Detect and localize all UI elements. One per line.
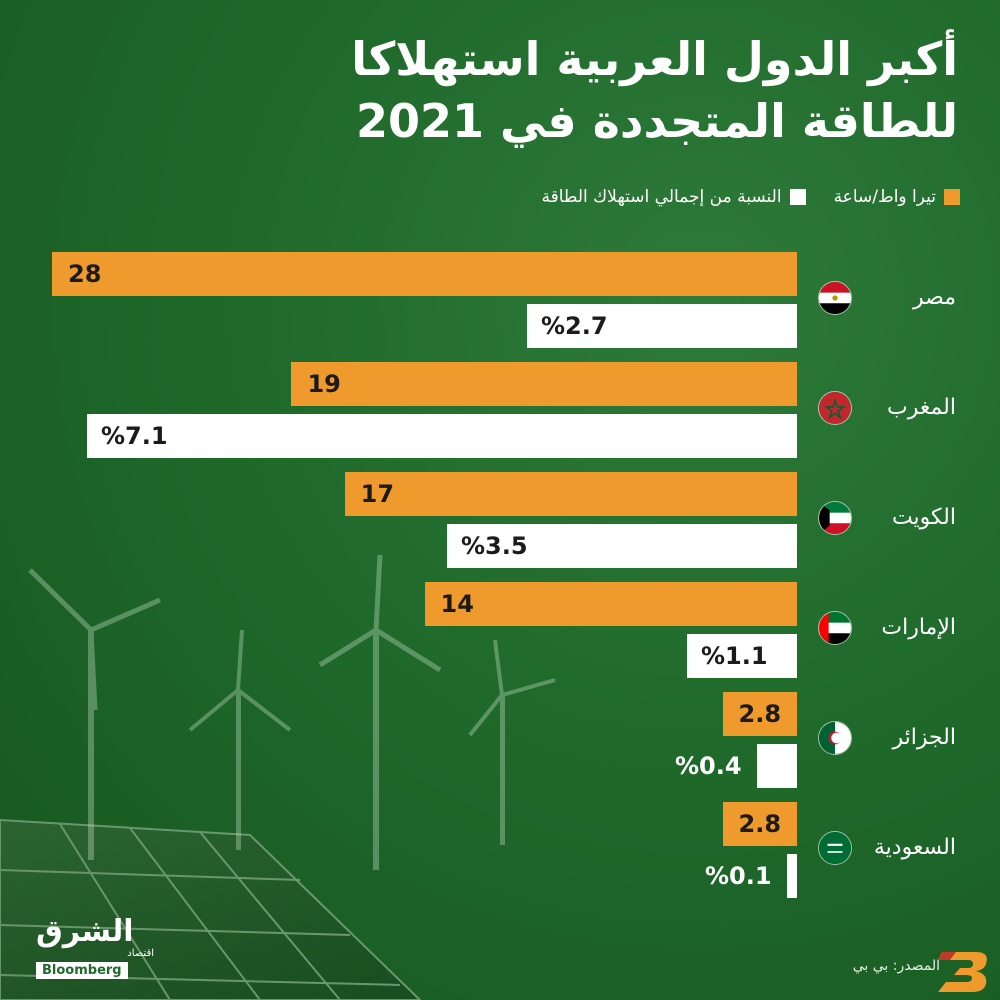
- bar-label-twh: 2.8: [738, 700, 782, 728]
- bar-twh: [722, 802, 797, 846]
- legend-label-twh: تيرا واط/ساعة: [833, 187, 936, 207]
- morocco-flag-icon: [818, 391, 852, 425]
- corner-badge-icon: [938, 952, 987, 992]
- egypt-flag-icon: [818, 281, 852, 315]
- bar-label-share: %1.1: [701, 642, 768, 670]
- bar-label-share: %0.1: [705, 862, 772, 890]
- bar-label-share: %2.7: [541, 312, 608, 340]
- bar-share: [687, 634, 797, 678]
- bar-share: [447, 524, 797, 568]
- bar-share: [787, 854, 797, 898]
- bar-twh: [344, 472, 797, 516]
- legend-label-share: النسبة من إجمالي استهلاك الطاقة: [541, 187, 782, 207]
- bar-label-twh: 14: [440, 590, 474, 618]
- bar-twh: [52, 252, 797, 296]
- source-note: المصدر: بي بي: [852, 958, 940, 974]
- logo-bloomberg: Bloomberg: [36, 962, 128, 979]
- bar-label-twh: 2.8: [738, 810, 782, 838]
- legend: تيرا واط/ساعة النسبة من إجمالي استهلاك ا…: [542, 187, 960, 207]
- logo-arabic: الشرق: [36, 914, 134, 949]
- bar-twh: [722, 692, 797, 736]
- logo-sub: اقتصاد: [127, 948, 154, 959]
- bar-label-twh: 28: [68, 260, 102, 288]
- country-label: الجزائر: [892, 725, 956, 750]
- country-label: المغرب: [887, 395, 956, 420]
- country-label: الإمارات: [881, 615, 956, 640]
- bar-label-share: %0.4: [675, 752, 742, 780]
- bar-twh: [424, 582, 797, 626]
- legend-item-share: النسبة من إجمالي استهلاك الطاقة: [542, 187, 806, 207]
- saudi-flag-icon: [818, 831, 852, 865]
- country-label: السعودية: [873, 835, 956, 860]
- legend-swatch-white: [789, 189, 806, 205]
- bar-label-share: %7.1: [101, 422, 168, 450]
- alsharq-bloomberg-logo: الشرق اقتصاد Bloomberg: [36, 916, 154, 979]
- bar-label-twh: 17: [360, 480, 395, 508]
- bar-label-twh: 19: [307, 370, 341, 398]
- bar-label-share: %3.5: [461, 532, 528, 560]
- bar-twh: [291, 362, 797, 406]
- algeria-flag-icon: [818, 721, 852, 755]
- chart-title: أكبر الدول العربية استهلاكا للطاقة المتج…: [38, 28, 958, 152]
- uae-flag-icon: [818, 611, 852, 645]
- bar-share: [527, 304, 797, 348]
- bar-share: [87, 414, 797, 458]
- bar-share: [757, 744, 797, 788]
- country-label: مصر: [912, 285, 956, 310]
- legend-swatch-orange: [944, 189, 960, 205]
- legend-item-twh: تيرا واط/ساعة: [834, 187, 960, 207]
- title-line-2: للطاقة المتجددة في 2021: [355, 94, 958, 148]
- kuwait-flag-icon: [818, 501, 852, 535]
- title-line-1: أكبر الدول العربية استهلاكا: [351, 32, 958, 86]
- country-label: الكويت: [891, 505, 956, 530]
